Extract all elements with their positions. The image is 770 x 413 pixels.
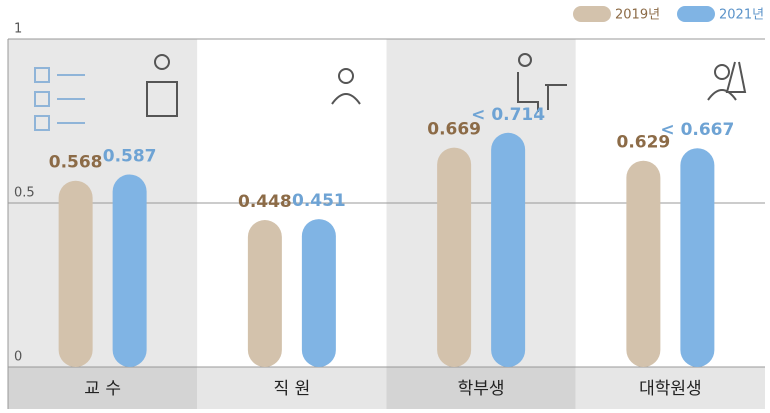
legend-label: 2019년 (615, 8, 660, 23)
bar (301, 219, 336, 367)
x-tick-label: 교 수 (84, 379, 121, 399)
bar (58, 180, 93, 367)
x-tick-label: 대학원생 (639, 379, 702, 399)
category-band (386, 367, 576, 409)
bar (247, 220, 282, 367)
bar (491, 132, 526, 367)
staff-icon (338, 68, 354, 84)
grad-icon (714, 64, 730, 80)
data-label: 0.669 (427, 120, 481, 140)
person-icon (154, 54, 170, 70)
flask-icon (707, 61, 747, 101)
desk-icon (517, 72, 567, 112)
data-label: 0.568 (49, 153, 103, 173)
bar (626, 160, 661, 367)
data-label: 0.587 (103, 146, 157, 166)
bar (680, 148, 715, 367)
data-label: 0.448 (238, 192, 292, 212)
x-tick-label: 직 원 (274, 379, 311, 399)
data-label: < 0.714 (471, 105, 545, 125)
background (7, 38, 765, 409)
y-tick-label: 0.5 (14, 186, 35, 201)
x-tick-label: 학부생 (458, 379, 505, 399)
bar (437, 147, 472, 367)
icons (34, 53, 747, 131)
data-label: 0.451 (292, 191, 346, 211)
legend-label: 2021년 (719, 8, 764, 23)
y-tick-label: 1 (14, 22, 22, 37)
bar (112, 174, 147, 367)
y-tick-label: 0 (14, 350, 22, 365)
category-band (575, 367, 765, 409)
podium-icon (146, 81, 178, 117)
checklist-icon (34, 67, 85, 131)
category-band (197, 367, 387, 409)
staff-icon-body (331, 93, 361, 105)
data-label: 0.629 (616, 133, 670, 153)
legend-swatch (677, 6, 715, 22)
data-label: < 0.667 (660, 120, 734, 140)
legend-swatch (573, 6, 611, 22)
category-band (8, 367, 198, 409)
student-icon (518, 53, 532, 67)
